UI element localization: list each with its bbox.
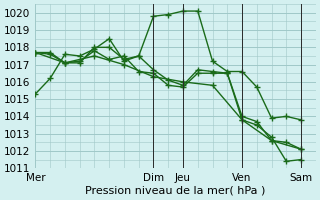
X-axis label: Pression niveau de la mer( hPa ): Pression niveau de la mer( hPa )	[85, 186, 266, 196]
